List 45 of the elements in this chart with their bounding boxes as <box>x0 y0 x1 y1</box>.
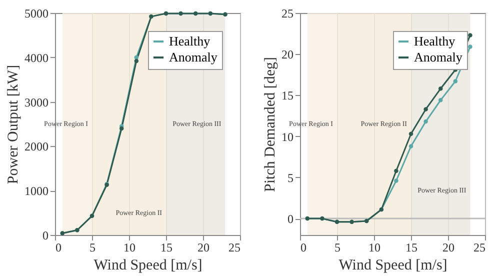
point <box>394 178 398 183</box>
point <box>468 33 472 38</box>
legend-label: Anomaly <box>169 50 218 64</box>
point <box>438 98 443 102</box>
point <box>438 86 443 91</box>
x-tick-label: 10 <box>368 240 380 254</box>
x-axis-title: Wind Speed [m/s] <box>94 258 202 274</box>
y-axis-title: Power Output [kW] <box>6 64 22 184</box>
x-tick-label: 0 <box>56 240 62 254</box>
x-axis-title: Wind Speed [m/s] <box>338 258 448 274</box>
y-tick-label: 10 <box>282 130 294 144</box>
x-tick-label: 0 <box>300 240 306 254</box>
x-tick-label: 15 <box>160 240 172 254</box>
x-tick-label: 25 <box>474 240 486 254</box>
y-tick-label: 1000 <box>24 184 48 198</box>
point <box>134 58 139 64</box>
point <box>453 79 458 84</box>
y-tick-label: 2000 <box>24 140 48 154</box>
y-tick-label: 0 <box>42 228 48 242</box>
x-tick-label: 10 <box>124 240 136 254</box>
y-tick-label: 4000 <box>24 50 48 65</box>
point <box>468 44 472 49</box>
y-tick-label: 3000 <box>24 95 48 110</box>
x-tick-label: 5 <box>90 240 96 254</box>
legend-label: Anomaly <box>414 50 463 64</box>
point <box>394 168 398 173</box>
y-tick-label: 5000 <box>24 6 48 20</box>
point <box>408 132 414 136</box>
y-tick-label: 5 <box>288 170 294 185</box>
y-tick-label: 15 <box>282 88 294 103</box>
point <box>119 126 124 131</box>
y-tick-label: 20 <box>282 48 294 62</box>
point <box>424 107 428 112</box>
x-tick-label: 20 <box>198 240 210 254</box>
point <box>408 144 414 148</box>
x-tick-label: 25 <box>228 240 240 254</box>
x-tick-label: 20 <box>442 240 454 254</box>
legend-label: Healthy <box>169 34 211 48</box>
y-axis-title: Pitch Demanded [deg] <box>262 57 278 192</box>
x-tick-label: 15 <box>406 240 418 254</box>
point <box>424 119 428 124</box>
x-tick-label: 5 <box>334 240 340 254</box>
y-tick-label: 25 <box>282 6 294 20</box>
legend-label: Healthy <box>414 34 456 48</box>
y-tick-label: 0 <box>288 212 294 226</box>
